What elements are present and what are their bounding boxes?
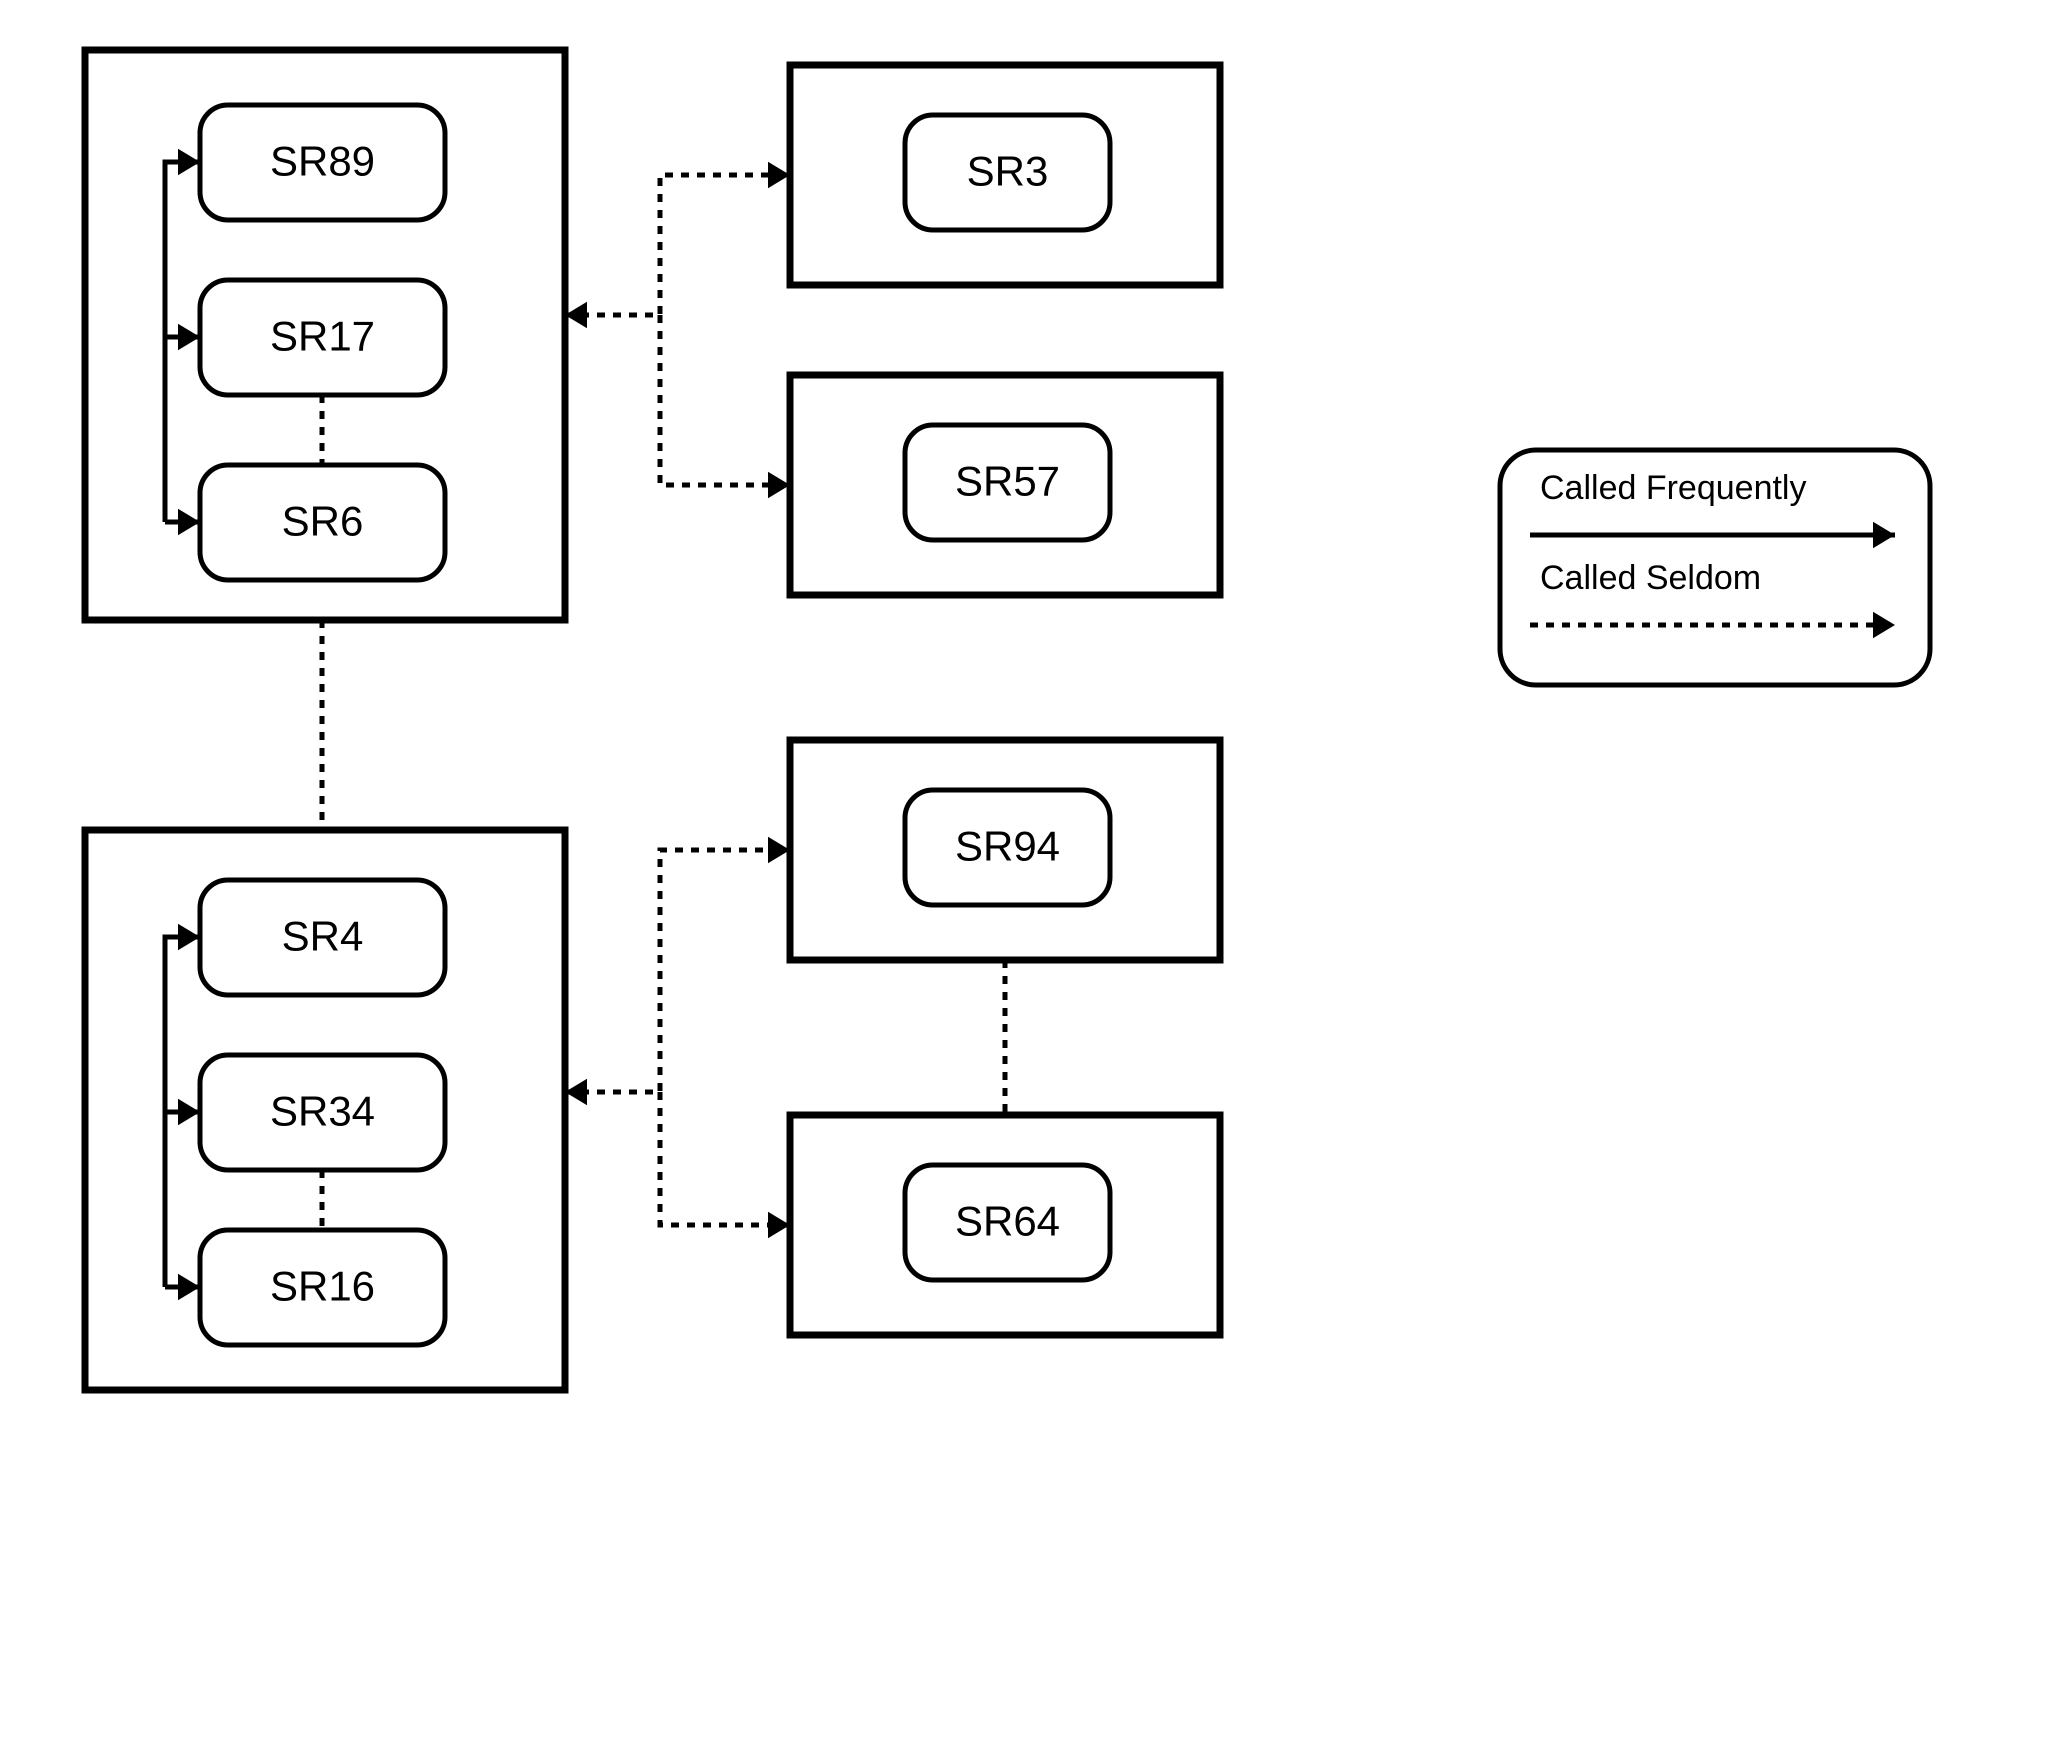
arrowhead-icon — [178, 1099, 200, 1125]
arrowhead-icon — [178, 924, 200, 950]
dashed-edge — [565, 850, 790, 1092]
arrowhead-icon — [178, 509, 200, 535]
dashed-edge — [660, 315, 790, 485]
legend-seldom-label: Called Seldom — [1540, 559, 1761, 597]
node-label-sr3: SR3 — [967, 148, 1049, 195]
node-label-sr34: SR34 — [270, 1088, 375, 1135]
node-label-sr6: SR6 — [282, 498, 364, 545]
node-label-sr64: SR64 — [955, 1198, 1060, 1245]
call-diagram: SR89 SR17 SR6 SR4 SR34 SR16 SR3 SR57 SR94 SR64 Cal… — [0, 0, 2066, 1742]
node-label-sr16: SR16 — [270, 1263, 375, 1310]
node-label-sr94: SR94 — [955, 823, 1060, 870]
node-label-sr17: SR17 — [270, 313, 375, 360]
arrowhead-icon — [178, 324, 200, 350]
solid-edge — [165, 1112, 200, 1287]
node-label-sr4: SR4 — [282, 913, 364, 960]
arrowhead-icon — [178, 1274, 200, 1300]
node-label-sr89: SR89 — [270, 138, 375, 185]
node-label-sr57: SR57 — [955, 458, 1060, 505]
solid-edge — [165, 337, 200, 522]
legend-frequently-label: Called Frequently — [1540, 469, 1806, 507]
dashed-edge — [565, 175, 790, 315]
arrowhead-icon — [178, 149, 200, 175]
dashed-edge — [660, 1092, 790, 1225]
